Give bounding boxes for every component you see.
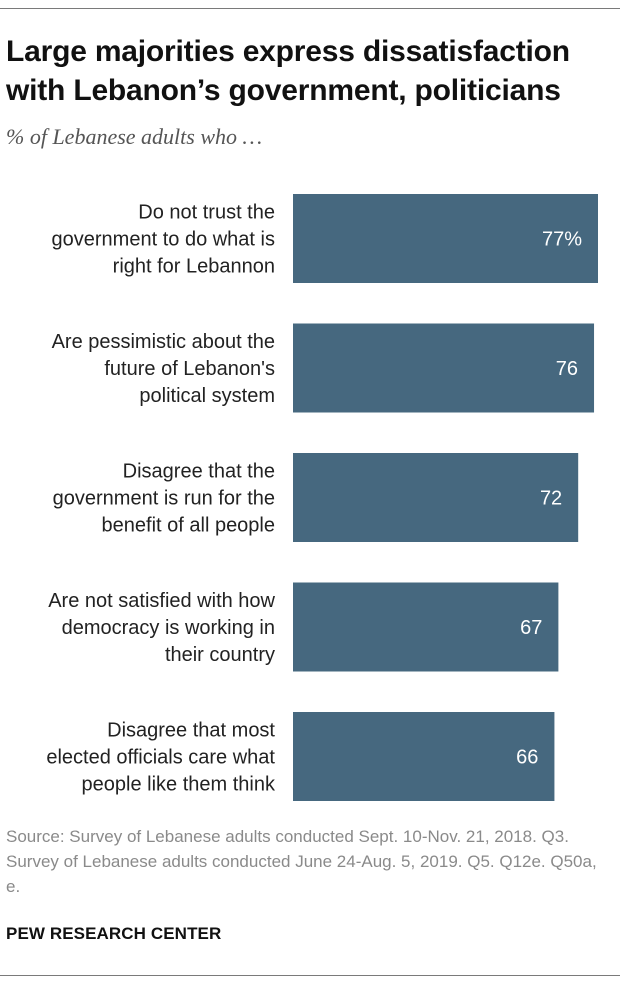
- bar-1: [293, 194, 598, 283]
- bar-value-label-3: 72: [540, 488, 562, 510]
- category-label-line: Disagree that most: [107, 720, 275, 742]
- category-label-line: benefit of all people: [102, 515, 275, 537]
- bar-value-label-5: 66: [516, 747, 538, 769]
- chart-title: Large majorities express dissatisfaction…: [6, 35, 570, 107]
- category-label-line: Do not trust the: [138, 202, 275, 224]
- source-note: Source: Survey of Lebanese adults conduc…: [6, 827, 597, 896]
- bar-5: [293, 712, 555, 801]
- category-label-line: Are pessimistic about the: [52, 331, 275, 353]
- category-label-line: government is run for the: [53, 488, 275, 510]
- category-label-line: elected officials care what: [46, 747, 275, 769]
- category-label-3: Disagree that the government is run for t…: [53, 461, 275, 537]
- category-label-2: Are pessimistic about the future of Leban…: [52, 331, 275, 407]
- category-label-line: Are not satisfied with how: [48, 590, 275, 612]
- category-label-line: government to do what is: [52, 229, 275, 251]
- bar-value-label-4: 67: [520, 617, 542, 639]
- category-label-line: future of Lebanon's: [104, 358, 275, 380]
- bar-4: [293, 582, 559, 672]
- category-label-4: Are not satisfied with how democracy is w…: [48, 590, 275, 666]
- category-label-line: people like them think: [82, 774, 276, 796]
- bar-value-label-2: 76: [556, 358, 578, 380]
- category-label-line: their country: [165, 644, 275, 666]
- category-label-line: democracy is working in: [62, 617, 275, 639]
- category-label-line: right for Lebannon: [113, 256, 275, 278]
- chart-subtitle: % of Lebanese adults who …: [6, 124, 263, 149]
- category-label-5: Disagree that most elected officials care…: [46, 720, 276, 796]
- bar-3: [293, 453, 579, 542]
- category-label-line: political system: [139, 385, 275, 407]
- top-rule: [0, 8, 620, 9]
- bottom-rule: [0, 975, 620, 976]
- category-label-line: Disagree that the: [123, 461, 275, 483]
- bar-2: [293, 323, 595, 413]
- category-label-1: Do not trust the government to do what is…: [52, 202, 275, 278]
- brand-label: PEW RESEARCH CENTER: [6, 924, 222, 943]
- bar-value-label-1: 77%: [542, 229, 582, 251]
